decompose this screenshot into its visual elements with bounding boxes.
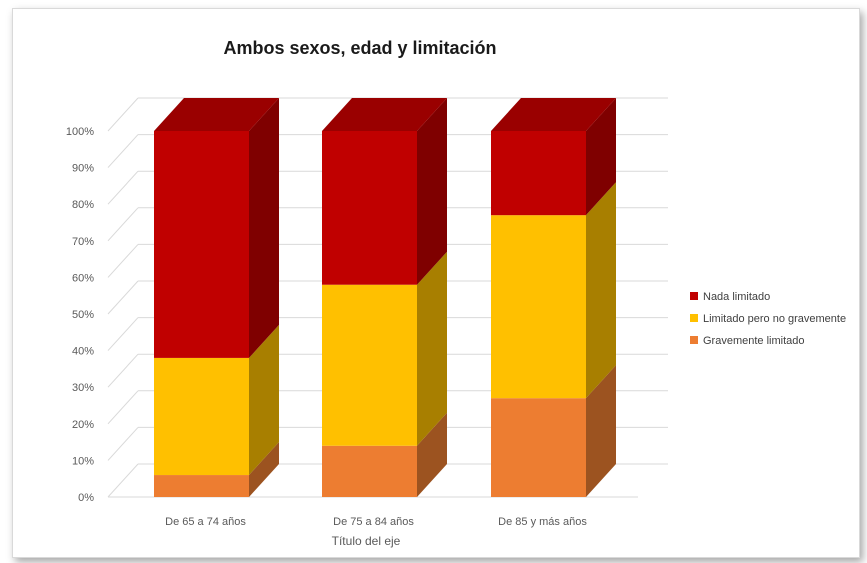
gridline-side	[107, 134, 139, 168]
bar-front	[322, 131, 417, 285]
y-tick-label: 70%	[72, 236, 94, 248]
x-axis-title: Título del eje	[332, 534, 401, 548]
bar-side	[586, 98, 616, 216]
y-tick-label: 30%	[72, 382, 94, 394]
gridline-side	[107, 244, 139, 278]
bar-front	[491, 131, 586, 216]
y-axis: 0% 10% 20% 30% 40% 50% 60% 70% 80% 90% 100%	[66, 126, 94, 504]
bar-side	[249, 324, 279, 476]
bar-side	[586, 365, 616, 497]
y-tick-label: 60%	[72, 272, 94, 284]
bar-segment	[154, 98, 279, 358]
legend-item: Nada limitado	[690, 291, 770, 303]
legend-swatch	[690, 314, 698, 322]
y-tick-label: 100%	[66, 126, 94, 138]
y-tick-label: 50%	[72, 309, 94, 321]
bar-segment	[491, 182, 616, 399]
bar-side	[417, 98, 447, 285]
bar-side	[249, 98, 279, 358]
legend-label: Nada limitado	[703, 291, 770, 303]
bar-side	[417, 412, 447, 497]
bar-side	[417, 251, 447, 446]
x-tick-label: De 75 a 84 años	[333, 516, 414, 528]
legend-swatch	[690, 336, 698, 344]
gridline-side	[107, 97, 139, 132]
bar-side	[249, 442, 279, 497]
legend: Nada limitado Limitado pero no gravemente…	[690, 291, 846, 347]
legend-label: Limitado pero no gravemente	[703, 313, 846, 325]
bar-front	[154, 475, 249, 497]
gridline-side	[107, 317, 139, 351]
bar-segment	[491, 365, 616, 497]
bar-segment	[322, 251, 447, 446]
x-axis: De 65 a 74 años De 75 a 84 años De 85 y má…	[165, 516, 587, 528]
bar-segment	[322, 412, 447, 497]
bar-front	[491, 398, 586, 497]
bars	[154, 98, 616, 497]
x-tick-label: De 85 y más años	[498, 516, 587, 528]
y-tick-label: 80%	[72, 199, 94, 211]
bar-top	[322, 98, 447, 131]
gridline-side	[107, 390, 139, 425]
bar-front	[154, 357, 249, 476]
bar-segment	[154, 324, 279, 476]
bar-side	[586, 182, 616, 399]
x-tick-label: De 65 a 74 años	[165, 516, 246, 528]
legend-item: Gravemente limitado	[690, 335, 805, 347]
y-tick-label: 40%	[72, 346, 94, 358]
bar-front	[491, 215, 586, 399]
bar-front	[322, 445, 417, 497]
bar-stack	[322, 98, 447, 497]
legend-label: Gravemente limitado	[703, 335, 805, 347]
chart-title: Ambos sexos, edad y limitación	[223, 38, 496, 58]
gridline-side	[107, 463, 139, 498]
gridline-side	[107, 170, 139, 205]
bar-stack	[154, 98, 279, 497]
bar-segment	[491, 98, 616, 216]
gridline-side	[107, 427, 139, 461]
bar-front	[322, 284, 417, 446]
y-tick-label: 90%	[72, 163, 94, 175]
bar-front	[154, 131, 249, 358]
gridline-side	[107, 280, 139, 315]
bar-segment	[154, 442, 279, 497]
bar-top	[154, 98, 279, 131]
y-tick-label: 0%	[78, 492, 94, 504]
bar-stack	[491, 98, 616, 497]
gridline-side	[107, 207, 139, 242]
gridline-side	[107, 353, 139, 388]
bar-top	[491, 98, 616, 131]
bar-segment	[322, 98, 447, 285]
y-tick-label: 10%	[72, 455, 94, 467]
legend-item: Limitado pero no gravemente	[690, 313, 846, 325]
y-tick-label: 20%	[72, 419, 94, 431]
legend-swatch	[690, 292, 698, 300]
